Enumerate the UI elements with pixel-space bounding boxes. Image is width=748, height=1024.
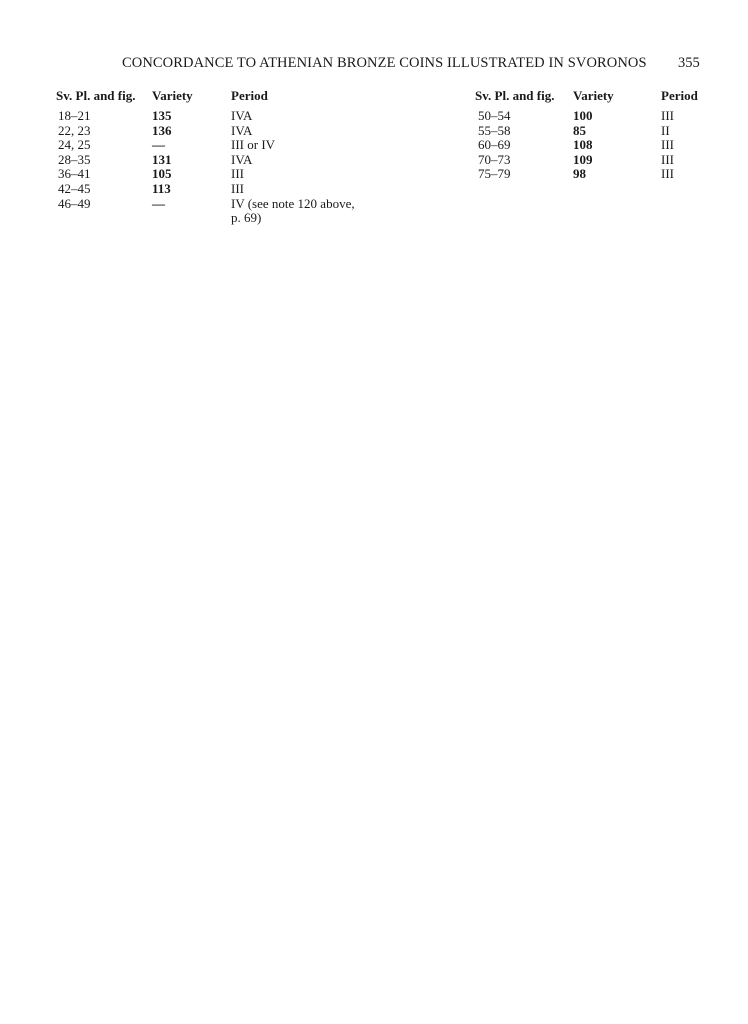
table-row: 42–45 113 III — [0, 180, 400, 197]
cell-variety: 109 — [573, 151, 593, 167]
cell-variety: — — [152, 195, 165, 211]
table-row: 22, 23 136 IVA — [0, 122, 400, 139]
table-row-continuation: p. 69) — [0, 211, 400, 226]
cell-period: III or IV — [231, 137, 276, 153]
cell-variety: 113 — [152, 180, 171, 196]
column-header: Variety — [573, 88, 614, 103]
cell-fig: 42–45 — [58, 180, 91, 196]
cell-period: IVA — [231, 108, 253, 123]
table-row: 50–54 100 III — [0, 108, 748, 124]
cell-fig: 70–73 — [478, 151, 511, 167]
cell-variety: 98 — [573, 166, 586, 182]
table-row: 24, 25 — III or IV — [0, 138, 400, 153]
column-header: Period — [661, 88, 698, 103]
table-row: 55–58 85 II — [0, 122, 748, 139]
cell-fig: 28–35 — [58, 151, 91, 167]
cell-variety: 85 — [573, 122, 586, 138]
running-head: CONCORDANCE TO ATHENIAN BRONZE COINS ILL… — [122, 55, 647, 71]
table-row: 28–35 131 IVA — [0, 151, 400, 168]
cell-period: III — [661, 108, 674, 123]
table-row: 46–49 — IV (see note 120 above, — [0, 195, 400, 212]
cell-period: II — [661, 122, 670, 138]
cell-period: IVA — [231, 122, 253, 138]
table-row: 60–69 108 III — [0, 138, 748, 153]
concordance-table-left: Sv. Pl. and fig. Variety Period 18–21 135 IVA… — [0, 88, 400, 226]
concordance-table-right: Sv. Pl. and fig. Variety Period 50–54 100 III… — [0, 88, 748, 182]
cell-period: III — [661, 166, 674, 182]
cell-period: III — [661, 137, 674, 153]
cell-fig: 46–49 — [58, 195, 91, 211]
cell-fig: 75–79 — [478, 166, 511, 182]
cell-period: IVA — [231, 151, 253, 167]
cell-fig: 36–41 — [58, 166, 91, 182]
table-header: Sv. Pl. and fig. Variety Period — [0, 88, 400, 109]
column-header: Period — [231, 88, 268, 103]
cell-fig: 50–54 — [478, 108, 511, 123]
page-number: 355 — [678, 55, 700, 71]
cell-period: p. 69) — [231, 210, 262, 226]
table-row: 36–41 105 III — [0, 167, 400, 182]
cell-period: III — [231, 166, 244, 182]
cell-variety: 136 — [152, 122, 172, 138]
cell-fig: 55–58 — [478, 122, 511, 138]
column-header: Variety — [152, 88, 193, 103]
cell-variety: 105 — [152, 166, 172, 182]
cell-fig: 22, 23 — [58, 122, 91, 138]
cell-fig: 18–21 — [58, 108, 91, 123]
table-row: 18–21 135 IVA — [0, 108, 400, 124]
cell-period: III — [231, 180, 244, 196]
column-header: Sv. Pl. and fig. — [475, 88, 555, 103]
cell-variety: — — [152, 137, 165, 153]
cell-fig: 60–69 — [478, 137, 511, 153]
cell-fig: 24, 25 — [58, 137, 91, 153]
cell-period: III — [661, 151, 674, 167]
cell-variety: 135 — [152, 108, 172, 123]
cell-variety: 131 — [152, 151, 172, 167]
cell-variety: 108 — [573, 137, 593, 153]
table-row: 75–79 98 III — [0, 167, 748, 182]
column-header: Sv. Pl. and fig. — [56, 88, 136, 103]
cell-variety: 100 — [573, 108, 593, 123]
table-header: Sv. Pl. and fig. Variety Period — [0, 88, 748, 109]
cell-period: IV (see note 120 above, — [231, 195, 355, 211]
table-row: 70–73 109 III — [0, 151, 748, 168]
